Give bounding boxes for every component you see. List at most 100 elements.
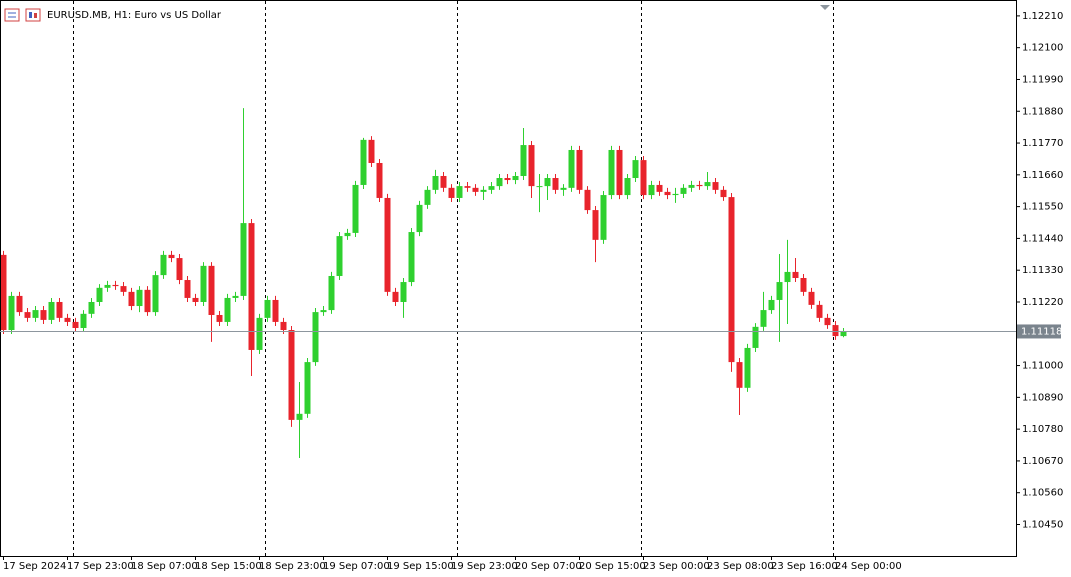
- candle-body: [248, 223, 255, 350]
- candle-body: [512, 175, 519, 181]
- icon-chart[interactable]: [25, 8, 41, 22]
- candle-body: [576, 149, 583, 190]
- candle-body: [840, 331, 847, 337]
- candle-body: [24, 312, 31, 318]
- y-tick-label: 1.10670: [1022, 456, 1063, 467]
- candle-body: [304, 362, 311, 414]
- candle-body: [664, 191, 671, 196]
- candle-body: [584, 189, 591, 211]
- plot-border: [0, 0, 1017, 557]
- candle-body: [600, 195, 607, 240]
- x-tick-label: 20 Sep 15:00: [579, 561, 646, 572]
- candle-body: [536, 186, 543, 188]
- candle-body: [592, 210, 599, 240]
- price-label: 1.11118: [1021, 326, 1062, 337]
- candle-body: [792, 271, 799, 278]
- candle-body: [480, 189, 487, 192]
- candle-body: [416, 204, 423, 233]
- candle-body: [8, 295, 15, 331]
- candles: [0, 108, 847, 459]
- candle-body: [832, 325, 839, 337]
- candle-body: [808, 291, 815, 305]
- y-tick-label: 1.11550: [1022, 202, 1063, 213]
- candle-body: [640, 160, 647, 196]
- candle-body: [456, 186, 463, 198]
- shift-marker: [820, 5, 830, 10]
- candle-body: [544, 178, 551, 187]
- candle-body: [824, 317, 831, 326]
- candle-body: [112, 284, 119, 287]
- candle-body: [136, 289, 143, 307]
- candle-body: [768, 299, 775, 311]
- x-tick-label: 23 Sep 00:00: [643, 561, 710, 572]
- candle-body: [496, 178, 503, 187]
- x-tick-label: 18 Sep 23:00: [259, 561, 326, 572]
- candle-body: [144, 289, 151, 313]
- candle-body: [720, 189, 727, 198]
- candle-body: [208, 265, 215, 315]
- candle-body: [184, 280, 191, 298]
- candle-body: [704, 182, 711, 187]
- candle-body: [48, 301, 55, 320]
- y-tick-label: 1.12210: [1022, 11, 1063, 22]
- candle-body: [72, 321, 79, 328]
- y-tick-label: 1.10890: [1022, 392, 1063, 403]
- candle-body: [632, 160, 639, 179]
- candle-body: [392, 291, 399, 302]
- candle-body: [760, 310, 767, 327]
- y-tick-label: 1.11220: [1022, 297, 1063, 308]
- x-tick-label: 19 Sep 07:00: [323, 561, 390, 572]
- candle-body: [56, 301, 63, 318]
- x-tick-label: 23 Sep 16:00: [771, 561, 838, 572]
- candle-body: [648, 184, 655, 196]
- candle-body: [368, 139, 375, 163]
- candle-body: [320, 310, 327, 313]
- candle-body: [296, 413, 303, 420]
- x-tick-label: 17 Sep 2024: [3, 561, 66, 572]
- candle-body: [128, 291, 135, 307]
- x-tick-label: 20 Sep 07:00: [515, 561, 582, 572]
- y-tick-label: 1.10560: [1022, 488, 1063, 499]
- x-tick-label: 19 Sep 15:00: [387, 561, 454, 572]
- y-tick-label: 1.11990: [1022, 74, 1063, 85]
- candle-body: [752, 326, 759, 348]
- y-tick-label: 1.11440: [1022, 233, 1063, 244]
- candle-body: [88, 301, 95, 314]
- candle-body: [464, 186, 471, 188]
- candle-body: [560, 187, 567, 190]
- icon-bar: [29, 12, 32, 18]
- price-label-box: [1017, 324, 1061, 339]
- candle-body: [32, 310, 39, 318]
- y-tick-label: 1.10780: [1022, 424, 1063, 435]
- candle-body: [176, 258, 183, 281]
- candle-body: [240, 223, 247, 296]
- candle-body: [776, 282, 783, 300]
- x-tick-label: 23 Sep 08:00: [707, 561, 774, 572]
- candle-body: [624, 178, 631, 196]
- x-tick-label: 24 Sep 00:00: [835, 561, 902, 572]
- candle-body: [616, 149, 623, 196]
- icon-menu[interactable]: [4, 8, 20, 22]
- candle-body: [608, 149, 615, 196]
- candle-body: [216, 314, 223, 322]
- day-separators: [73, 1, 834, 556]
- icon-bar: [34, 13, 37, 18]
- candle-body: [160, 254, 167, 276]
- candle-body: [728, 197, 735, 363]
- candle-body: [168, 254, 175, 259]
- x-tick-label: 18 Sep 07:00: [131, 561, 198, 572]
- candle-body: [520, 145, 527, 176]
- candle-body: [688, 184, 695, 188]
- candle-body: [448, 187, 455, 198]
- candle-body: [384, 197, 391, 292]
- candle-body: [528, 145, 535, 187]
- candle-body: [744, 347, 751, 388]
- candle-body: [40, 310, 47, 320]
- candle-body: [472, 187, 479, 192]
- candle-body: [424, 189, 431, 205]
- candle-body: [224, 297, 231, 322]
- candle-body: [360, 139, 367, 185]
- candle-body: [272, 299, 279, 322]
